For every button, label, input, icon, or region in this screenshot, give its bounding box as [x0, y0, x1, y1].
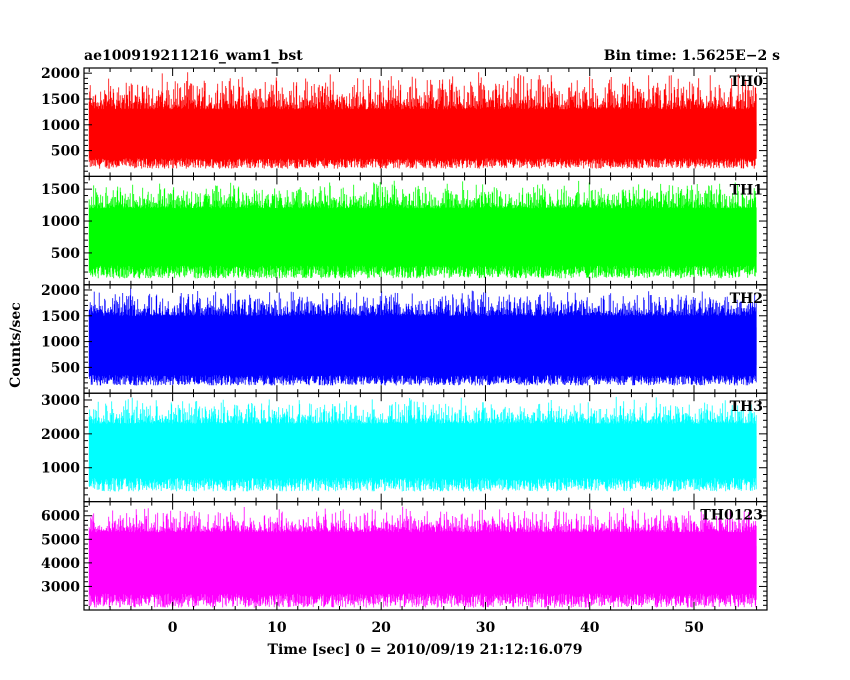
- panel-frame: [83, 501, 768, 611]
- series-core-th0: [89, 122, 757, 153]
- panel-label: TH3: [730, 399, 763, 415]
- y-tick-label: 500: [51, 246, 80, 262]
- panel-th2: 500 1000 1500 2000 TH2: [41, 283, 768, 394]
- x-tick-label: 30: [476, 620, 496, 636]
- plot-title: ae100919211216_wam1_bst: [84, 48, 303, 64]
- series-core-th1: [89, 221, 757, 258]
- y-axis-label: Counts/sec: [8, 302, 24, 388]
- x-tick-label: 50: [684, 620, 704, 636]
- y-tick-label: 2000: [41, 283, 80, 299]
- y-tick-label: 4000: [41, 556, 80, 572]
- y-tick-label: 3000: [41, 579, 80, 595]
- series-core-th2: [89, 327, 757, 366]
- y-tick-label: 5000: [41, 532, 80, 548]
- y-tick-label: 1500: [41, 182, 80, 198]
- y-tick-label: 1500: [41, 309, 80, 325]
- series-core-th3: [89, 435, 757, 470]
- x-tick-label: 20: [371, 620, 391, 636]
- series-core-th0123: [89, 546, 757, 585]
- y-tick-label: 3000: [41, 393, 80, 409]
- y-tick-label: 6000: [41, 509, 80, 525]
- y-tick-label: 500: [51, 360, 80, 376]
- series-th0: [88, 72, 757, 169]
- panel-label: TH2: [730, 291, 763, 307]
- x-tick-label: 40: [580, 620, 600, 636]
- y-tick-label: 2000: [41, 427, 80, 443]
- y-tick-label: 2000: [41, 66, 80, 82]
- bin-time-label: Bin time: 1.5625E−2 s: [604, 48, 780, 64]
- y-tick-label: 1500: [41, 92, 80, 108]
- panel-label: TH0: [730, 74, 764, 90]
- x-tick-label: 10: [267, 620, 287, 636]
- panel-th0123: 3000 4000 5000 6000 TH0123 0 10 20 30 40 50: [41, 501, 768, 636]
- panel-label: TH1: [730, 182, 763, 198]
- panel-th3: 1000 2000 3000 TH3: [41, 392, 768, 503]
- panel-label: TH0123: [700, 508, 763, 524]
- panel-th0: 500 1000 1500 2000 TH0: [41, 66, 768, 178]
- y-tick-label: 1000: [41, 461, 80, 477]
- panel-th1: 500 1000 1500 TH1: [41, 175, 768, 286]
- x-tick-label: 0: [168, 620, 178, 636]
- x-axis-label: Time [sec] 0 = 2010/09/19 21:12:16.079: [268, 642, 583, 658]
- y-tick-label: 1000: [41, 335, 80, 351]
- y-tick-label: 500: [51, 144, 80, 160]
- y-tick-label: 1000: [41, 214, 80, 230]
- y-tick-label: 1000: [41, 118, 80, 134]
